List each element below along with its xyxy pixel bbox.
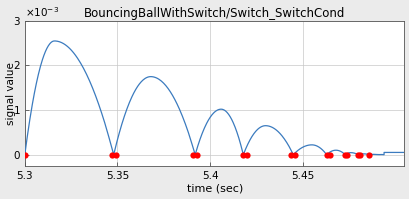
Text: $\times 10^{-3}$: $\times 10^{-3}$: [25, 6, 59, 20]
Y-axis label: signal value: signal value: [6, 62, 16, 125]
Title: BouncingBallWithSwitch/Switch_SwitchCond: BouncingBallWithSwitch/Switch_SwitchCond: [84, 7, 344, 20]
X-axis label: time (sec): time (sec): [186, 183, 242, 193]
